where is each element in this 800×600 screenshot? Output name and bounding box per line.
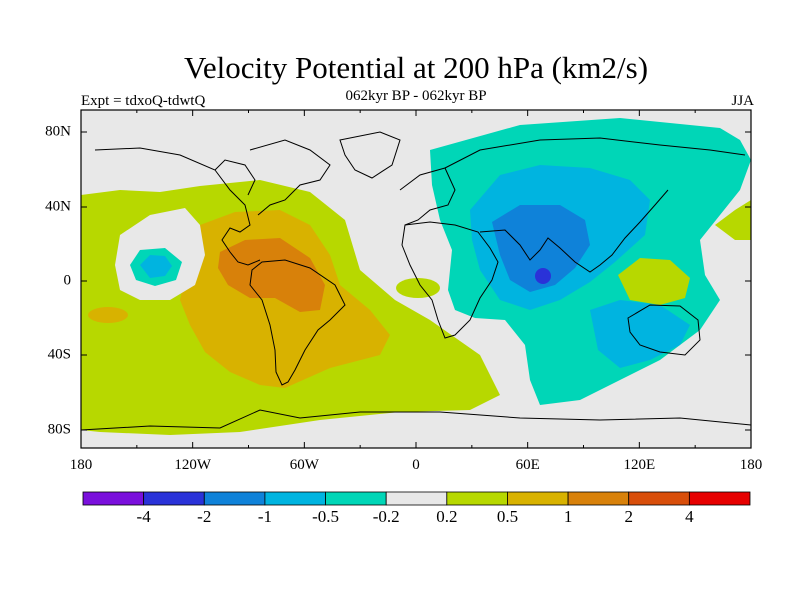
period-label: 062kyr BP - 062kyr BP — [345, 88, 487, 104]
colorbar-swatch — [446, 491, 508, 506]
lon-label: 180 — [739, 457, 763, 473]
lon-label: 0 — [412, 457, 420, 473]
positive-blob-atlantic — [396, 278, 440, 298]
map-title: Velocity Potential at 200 hPa (km2/s) — [183, 50, 649, 85]
experiment-label: Expt = tdxoQ-tdwtQ — [81, 93, 206, 109]
colorbar-swatch — [385, 491, 448, 506]
lat-label: 40N — [45, 198, 71, 215]
colorbar-label: 2 — [624, 507, 633, 526]
colorbar-label: 4 — [685, 507, 694, 526]
colorbar — [82, 491, 751, 506]
colorbar-swatch — [203, 491, 266, 506]
colorbar-swatch — [688, 491, 751, 506]
map-ticks — [80, 110, 752, 448]
colorbar-label: -0.5 — [312, 507, 339, 526]
colorbar-swatch — [82, 491, 145, 506]
colorbar-label: -4 — [136, 507, 151, 526]
colorbar-label: 0.2 — [436, 507, 458, 526]
negative-blob-pacific-inner — [140, 255, 172, 278]
colorbar-swatch — [325, 491, 387, 506]
colorbar-swatch — [264, 491, 326, 506]
colorbar-label: 0.5 — [496, 507, 519, 526]
colorbar-swatch — [143, 491, 205, 506]
lon-label: 120E — [623, 457, 656, 473]
positive-region-1 — [218, 238, 325, 312]
colorbar-swatch — [567, 491, 630, 506]
lat-label: 80S — [47, 421, 71, 438]
colorbar-label: -2 — [197, 507, 212, 526]
negative-region-0.5-south — [590, 300, 690, 368]
colorbar-swatch — [628, 491, 690, 506]
lon-label: 120W — [174, 457, 211, 473]
positive-region-west-pacific — [618, 258, 690, 305]
lat-label: 40S — [47, 346, 71, 363]
positive-region-east-edge — [715, 200, 751, 240]
negative-core — [535, 268, 551, 284]
lon-label: 60E — [515, 457, 540, 473]
colorbar-swatch — [507, 491, 569, 506]
colorbar-label: -0.2 — [372, 507, 400, 526]
positive-blob-southpacific — [88, 307, 128, 323]
coastlines — [81, 131, 751, 431]
lat-label: 80N — [45, 123, 71, 140]
season-label: JJA — [731, 93, 754, 109]
lon-label: 180 — [69, 457, 93, 473]
colorbar-label: -1 — [257, 507, 272, 526]
lon-label: 60W — [289, 457, 319, 473]
colorbar-label: 1 — [563, 507, 573, 526]
lat-label: 0 — [63, 272, 72, 289]
